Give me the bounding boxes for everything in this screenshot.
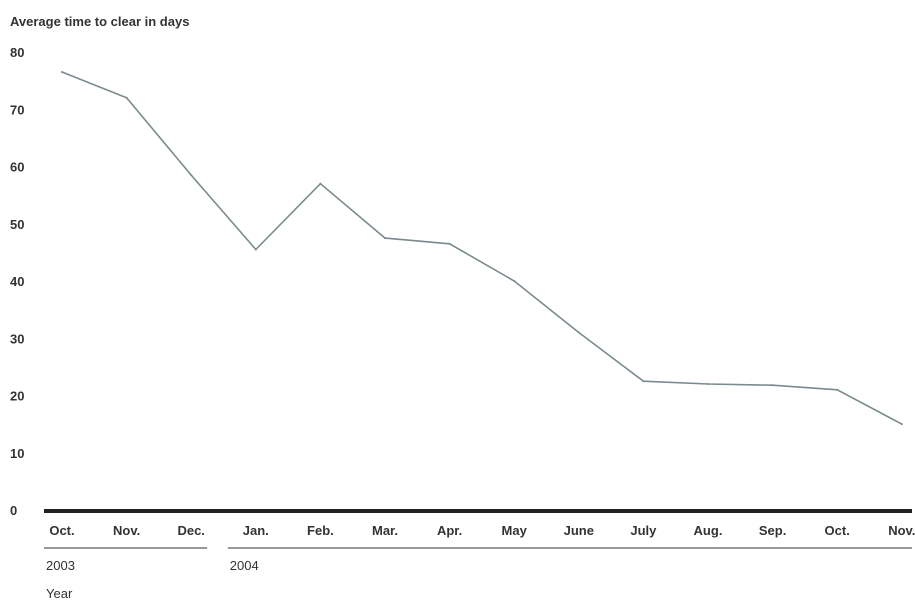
data-point bbox=[836, 388, 839, 391]
x-tick-label: Dec. bbox=[177, 523, 204, 538]
y-tick-label: 80 bbox=[10, 45, 24, 60]
x-tick-label: Nov. bbox=[113, 523, 140, 538]
y-axis-ticks: 0 10 20 30 40 50 60 70 80 bbox=[10, 45, 24, 518]
data-point bbox=[61, 71, 63, 74]
x-tick-label: Apr. bbox=[437, 523, 462, 538]
y-tick-label: 60 bbox=[10, 160, 24, 175]
year-group-label: 2004 bbox=[230, 558, 259, 573]
x-tick-label: Sep. bbox=[759, 523, 786, 538]
y-tick-label: 40 bbox=[10, 274, 24, 289]
x-tick-label: Jan. bbox=[243, 523, 269, 538]
data-point bbox=[577, 331, 580, 334]
y-tick-label: 0 bbox=[10, 503, 17, 518]
x-axis-ticks: Oct. Nov. Dec. Jan. Feb. Mar. Apr. May June July A… bbox=[49, 523, 915, 538]
x-tick-label: Oct. bbox=[825, 523, 850, 538]
y-tick-label: 50 bbox=[10, 217, 24, 232]
x-axis-label: Year bbox=[46, 586, 73, 601]
x-tick-label: July bbox=[630, 523, 657, 538]
year-group-label: 2003 bbox=[46, 558, 75, 573]
x-tick-label: Feb. bbox=[307, 523, 334, 538]
x-tick-label: May bbox=[502, 523, 528, 538]
data-point bbox=[771, 384, 774, 387]
series-points bbox=[61, 71, 903, 426]
series-line bbox=[61, 71, 903, 425]
data-point bbox=[707, 383, 709, 386]
x-tick-label: Mar. bbox=[372, 523, 398, 538]
data-point bbox=[900, 423, 903, 426]
x-tick-label: Aug. bbox=[694, 523, 723, 538]
data-point bbox=[254, 248, 257, 251]
data-point bbox=[125, 96, 128, 99]
data-point bbox=[190, 174, 193, 177]
x-tick-label: Oct. bbox=[49, 523, 74, 538]
y-axis-label: Average time to clear in days bbox=[10, 14, 189, 29]
y-tick-label: 70 bbox=[10, 102, 24, 117]
data-point bbox=[384, 237, 386, 240]
x-tick-label: Nov. bbox=[888, 523, 915, 538]
data-point bbox=[642, 380, 645, 383]
data-point bbox=[448, 242, 451, 245]
data-point bbox=[319, 182, 322, 185]
y-tick-label: 30 bbox=[10, 331, 24, 346]
y-tick-label: 20 bbox=[10, 389, 24, 404]
x-tick-label: June bbox=[564, 523, 594, 538]
year-groups: 2003 2004 bbox=[44, 547, 912, 573]
y-tick-label: 10 bbox=[10, 446, 24, 461]
data-point bbox=[513, 280, 516, 282]
